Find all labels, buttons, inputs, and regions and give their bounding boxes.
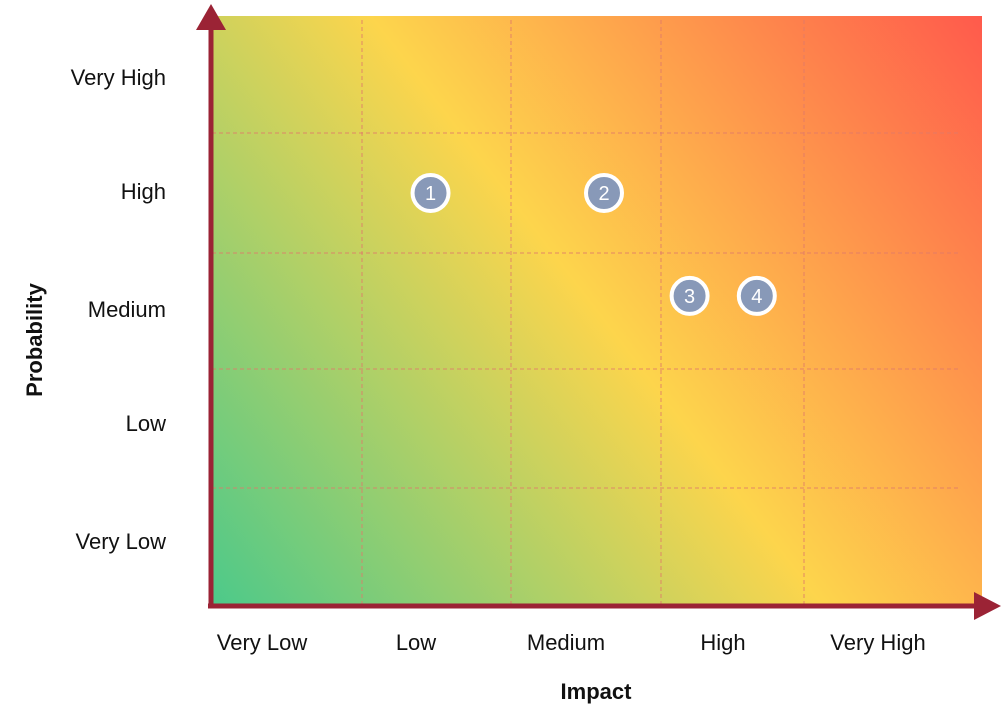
risk-marker-circle: [736, 275, 777, 316]
x-tick-label: High: [700, 630, 745, 655]
risk-marker-label: 4: [751, 286, 762, 308]
y-axis: [196, 4, 226, 606]
x-tick-label: Very High: [830, 630, 925, 655]
risk-marker-4: 4: [736, 275, 777, 316]
y-tick-label: Very High: [71, 65, 166, 90]
y-tick-label: Low: [126, 411, 166, 436]
x-tick-label: Low: [396, 630, 436, 655]
plot-background: [212, 16, 982, 606]
x-axis: [208, 592, 1001, 620]
y-tick-labels: Very Low Low Medium High Very High: [71, 65, 167, 554]
risk-marker-label: 1: [425, 183, 436, 205]
risk-marker-circle: [669, 275, 710, 316]
x-axis-arrow-icon: [974, 592, 1001, 620]
risk-marker-1: 1: [410, 173, 451, 213]
y-tick-label: High: [121, 179, 166, 204]
risk-marker-2: 2: [584, 173, 624, 213]
grid-lines: [212, 20, 958, 606]
risk-marker-circle: [584, 173, 624, 213]
y-tick-label: Very Low: [76, 529, 167, 554]
risk-marker-3: 3: [669, 275, 710, 316]
y-tick-label: Medium: [88, 297, 166, 322]
x-axis-title: Impact: [561, 679, 633, 704]
y-axis-arrow-icon: [196, 4, 226, 30]
risk-marker-label: 2: [598, 183, 609, 205]
risk-marker-label: 3: [684, 286, 695, 308]
risk-markers: 1 2 3 4: [410, 173, 777, 316]
risk-marker-circle: [410, 173, 451, 213]
x-tick-labels: Very Low Low Medium High Very High: [217, 630, 926, 655]
y-axis-title: Probability: [22, 282, 47, 396]
x-tick-label: Medium: [527, 630, 605, 655]
x-tick-label: Very Low: [217, 630, 308, 655]
